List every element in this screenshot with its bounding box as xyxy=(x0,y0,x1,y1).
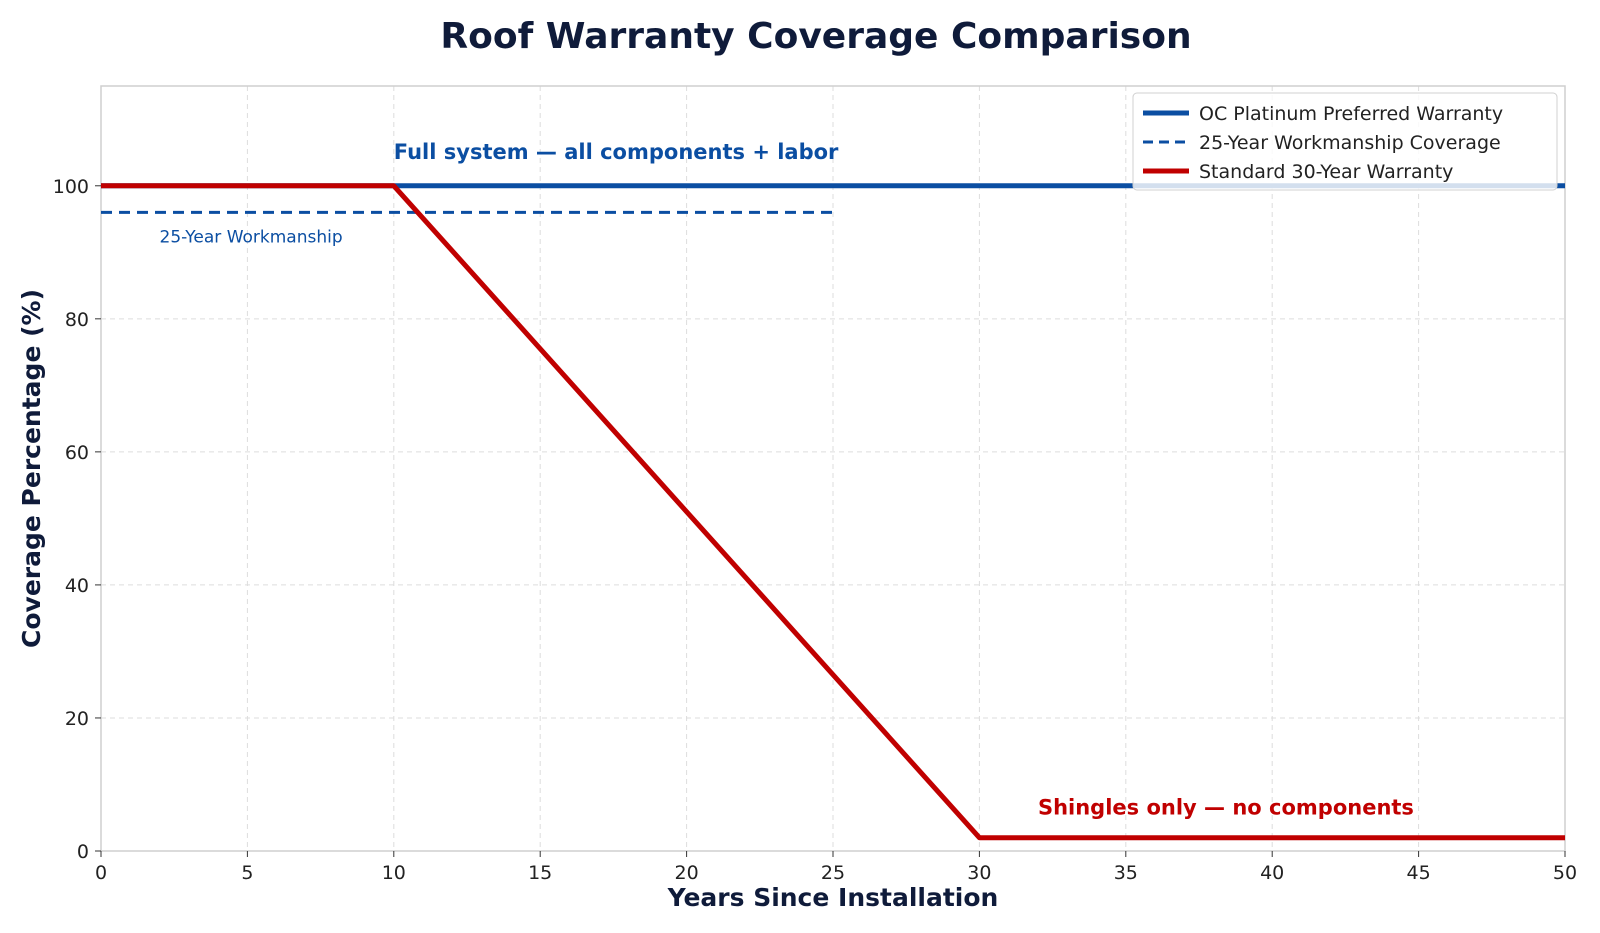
legend-label-1: OC Platinum Preferred Warranty xyxy=(1199,103,1503,125)
x-tick-label: 15 xyxy=(528,862,552,884)
x-tick-label: 30 xyxy=(967,862,991,884)
legend-label-3: Standard 30-Year Warranty xyxy=(1199,161,1453,183)
annotation-1: Full system — all components + labor xyxy=(394,140,839,164)
annotation-2: 25-Year Workmanship xyxy=(160,227,343,247)
y-tick-label: 40 xyxy=(65,575,89,597)
grid xyxy=(100,86,1566,852)
x-tick-label: 45 xyxy=(1407,862,1431,884)
legend: OC Platinum Preferred Warranty 25-Year Wo… xyxy=(1132,92,1558,191)
axis-ticks: 0 5 10 15 20 25 30 35 40 45 50 0 20 40 60 80 100 xyxy=(53,176,1577,884)
y-tick-label: 80 xyxy=(65,309,89,331)
y-tick-label: 60 xyxy=(65,442,89,464)
x-axis-label: Years Since Installation xyxy=(667,883,999,912)
y-tick-label: 0 xyxy=(77,841,89,863)
x-tick-label: 35 xyxy=(1114,862,1138,884)
y-tick-label: 100 xyxy=(53,176,89,198)
x-tick-label: 40 xyxy=(1260,862,1284,884)
x-tick-label: 0 xyxy=(95,862,107,884)
x-tick-label: 50 xyxy=(1553,862,1577,884)
y-axis-label: Coverage Percentage (%) xyxy=(17,289,46,648)
legend-box xyxy=(1132,92,1558,191)
x-tick-label: 10 xyxy=(382,862,406,884)
annotations: Full system — all components + labor 25-Y… xyxy=(160,140,1414,819)
y-tick-label: 20 xyxy=(65,708,89,730)
x-tick-label: 5 xyxy=(241,862,253,884)
x-tick-label: 25 xyxy=(821,862,845,884)
legend-label-2: 25-Year Workmanship Coverage xyxy=(1199,132,1501,154)
chart-title: Roof Warranty Coverage Comparison xyxy=(440,16,1191,57)
series-line-3 xyxy=(101,183,1565,841)
x-tick-label: 20 xyxy=(675,862,699,884)
annotation-3: Shingles only — no components xyxy=(1038,795,1414,819)
